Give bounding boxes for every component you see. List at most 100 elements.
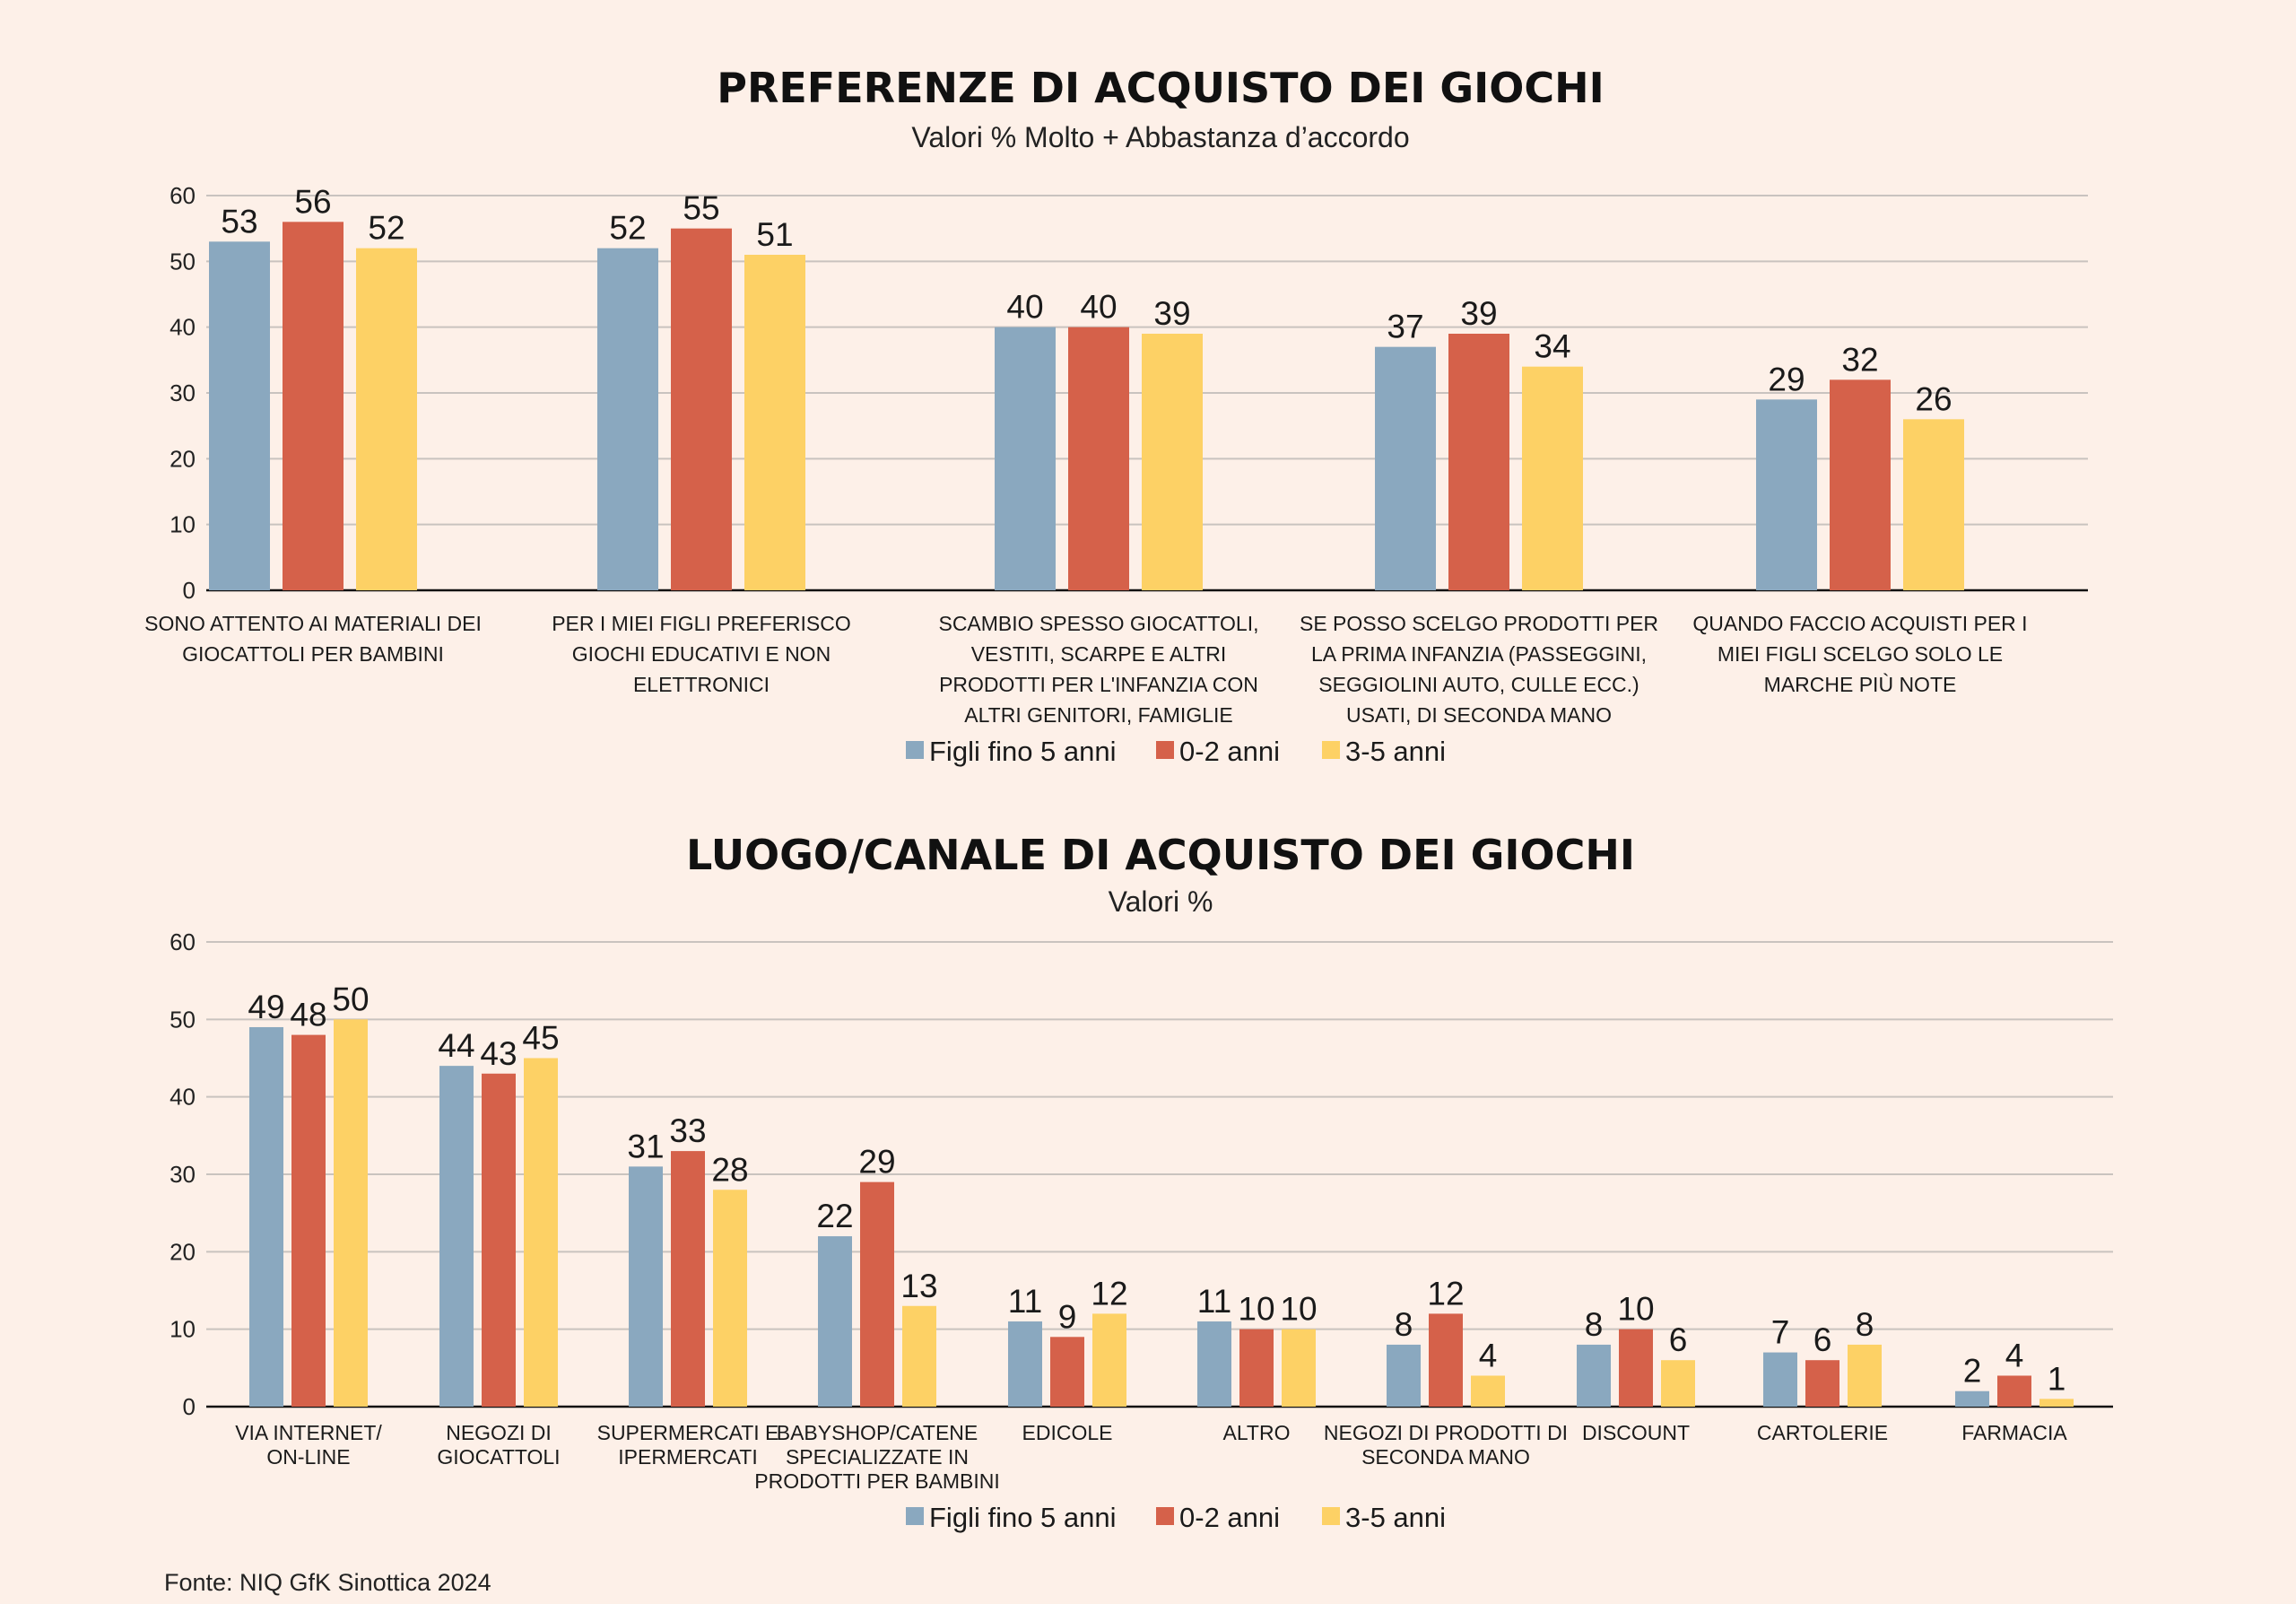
chart2-bar [1197, 1321, 1231, 1407]
chart2-data-label: 50 [332, 981, 369, 1017]
chart1-bar [995, 327, 1056, 590]
chart1-category-label: LA PRIMA INFANZIA (PASSEGGINI, [1311, 642, 1647, 666]
chart2-bar [1661, 1360, 1695, 1407]
chart2-subtitle: Valori % [1109, 885, 1213, 918]
chart1-data-label: 56 [294, 183, 331, 220]
chart1-legend-swatch [1322, 741, 1340, 759]
chart2-legend-swatch [1156, 1507, 1174, 1525]
chart2-bar [629, 1166, 663, 1407]
chart1-data-label: 55 [683, 190, 719, 227]
chart2-data-label: 29 [858, 1144, 895, 1181]
chart2-data-label: 1 [2048, 1360, 2066, 1397]
chart2-category-label: GIOCATTOLI [437, 1445, 560, 1469]
chart2-bar [291, 1034, 326, 1407]
chart1-category-label: GIOCATTOLI PER BAMBINI [182, 642, 444, 666]
chart1-category-label: QUANDO FACCIO ACQUISTI PER I [1692, 612, 2027, 635]
chart2-y-tick-label: 20 [170, 1238, 196, 1265]
chart1-data-label: 29 [1768, 361, 1805, 397]
chart2-legend-swatch [906, 1507, 924, 1525]
chart2-data-label: 4 [1479, 1337, 1498, 1373]
chart1-bar [1522, 366, 1583, 590]
chart2-data-label: 4 [2005, 1337, 2024, 1373]
chart1-data-label: 52 [368, 210, 404, 247]
chart2-data-label: 33 [669, 1112, 706, 1149]
chart1-bar [597, 248, 658, 590]
chart1-category-label: USATI, DI SECONDA MANO [1346, 703, 1612, 727]
chart1-title: PREFERENZE DI ACQUISTO DEI GIOCHI [717, 64, 1605, 112]
chart1-y-tick-label: 50 [170, 248, 196, 275]
chart2-legend-label: 3-5 anni [1345, 1502, 1446, 1533]
chart1-data-label: 39 [1460, 295, 1497, 332]
chart1-y-tick-label: 40 [170, 314, 196, 341]
chart1-subtitle: Valori % Molto + Abbastanza d’accordo [911, 121, 1409, 153]
chart1-legend-swatch [906, 741, 924, 759]
chart2-data-label: 11 [1008, 1283, 1042, 1320]
chart2-category-label: CARTOLERIE [1757, 1421, 1888, 1444]
chart1-category-label: PER I MIEI FIGLI PREFERISCO [552, 612, 851, 635]
chart1-legend-swatch [1156, 741, 1174, 759]
chart1-y-tick-label: 0 [183, 577, 196, 604]
chart1-category-label: ALTRI GENITORI, FAMIGLIE [964, 703, 1232, 727]
chart1-data-label: 53 [221, 203, 257, 240]
chart2-data-label: 8 [1856, 1306, 1874, 1343]
chart1-y-tick-label: 60 [170, 182, 196, 209]
chart1-data-label: 26 [1915, 380, 1952, 417]
chart2-y-tick-label: 60 [170, 928, 196, 955]
chart1-bar [356, 248, 417, 590]
chart1-data-label: 32 [1841, 341, 1878, 378]
chart2-data-label: 10 [1280, 1291, 1317, 1328]
chart2-data-label: 6 [1813, 1321, 1832, 1358]
chart1-category-label: PRODOTTI PER L'INFANZIA CON [939, 673, 1258, 696]
chart1-category-label: MARCHE PIÙ NOTE [1764, 673, 1957, 696]
chart2-bar [439, 1066, 474, 1407]
chart1-bar [209, 241, 270, 590]
chart1-bar [1142, 334, 1203, 590]
chart2-category-label: NEGOZI DI PRODOTTI DI [1324, 1421, 1568, 1444]
chart1-bar [1068, 327, 1129, 590]
chart2-legend-label: 0-2 anni [1179, 1502, 1280, 1533]
source-note: Fonte: NIQ GfK Sinottica 2024 [164, 1569, 491, 1596]
chart2-y-tick-label: 0 [183, 1393, 196, 1420]
chart2-category-label: SUPERMERCATI E [597, 1421, 779, 1444]
chart2-category-label: IPERMERCATI [618, 1445, 757, 1469]
chart1-data-label: 40 [1006, 289, 1043, 326]
chart2-bar [902, 1305, 936, 1407]
chart2-category-label: ALTRO [1223, 1421, 1291, 1444]
chart1-bar [744, 255, 805, 590]
chart2-data-label: 11 [1197, 1283, 1231, 1320]
chart1-data-label: 40 [1080, 289, 1117, 326]
chart1-bar [1830, 379, 1891, 590]
chart2-category-label: PRODOTTI PER BAMBINI [754, 1469, 999, 1493]
chart2-y-tick-label: 10 [170, 1316, 196, 1343]
chart2-data-label: 12 [1427, 1275, 1464, 1312]
chart2-category-label: SECONDA MANO [1361, 1445, 1530, 1469]
chart1-y-tick-label: 20 [170, 445, 196, 472]
chart2-data-label: 49 [248, 989, 284, 1025]
chart2-category-label: BABYSHOP/CATENE [777, 1421, 978, 1444]
chart1-bar [1756, 399, 1817, 590]
chart2-data-label: 43 [480, 1035, 517, 1072]
chart2-category-label: NEGOZI DI [446, 1421, 552, 1444]
chart2-bar [1429, 1313, 1463, 1407]
chart1-category-label: SEGGIOLINI AUTO, CULLE ECC.) [1318, 673, 1639, 696]
chart2-category-label: ON-LINE [266, 1445, 350, 1469]
chart2-category-label: VIA INTERNET/ [235, 1421, 382, 1444]
chart2-bar [482, 1073, 516, 1407]
chart2-bar [1050, 1337, 1084, 1407]
chart2-category-label: EDICOLE [1022, 1421, 1113, 1444]
chart2-bar [2039, 1399, 2074, 1407]
chart1-bar [1903, 419, 1964, 590]
chart2-data-label: 44 [438, 1027, 474, 1064]
chart1-y-tick-label: 30 [170, 379, 196, 406]
chart1-legend-label: 3-5 anni [1345, 736, 1446, 767]
chart2-legend-label: Figli fino 5 anni [929, 1502, 1117, 1533]
chart2-bar [524, 1058, 558, 1407]
chart2-data-label: 8 [1585, 1306, 1604, 1343]
chart2-data-label: 9 [1058, 1298, 1077, 1335]
chart2-bar [1239, 1329, 1274, 1407]
chart1-data-label: 51 [756, 216, 793, 253]
chart1-category-label: VESTITI, SCARPE E ALTRI [971, 642, 1227, 666]
chart1-data-label: 52 [609, 210, 646, 247]
chart2-data-label: 13 [900, 1268, 937, 1304]
